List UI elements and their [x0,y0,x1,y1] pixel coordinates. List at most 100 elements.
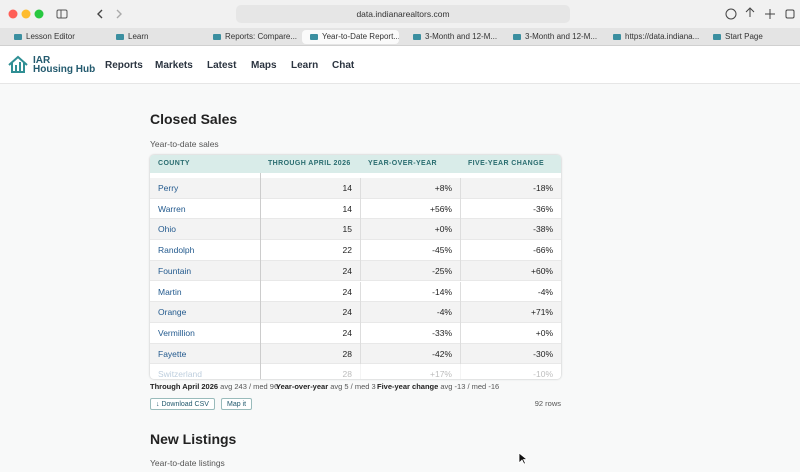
table-row: Fayette 28 -42% -30% [150,343,561,365]
summary-value: avg 243 / med 96 [220,382,279,391]
tab-icon [513,34,521,40]
summary-label: Year-over-year [276,382,329,391]
table-cell: -10% [460,364,561,379]
table-cell: -42% [360,343,460,365]
column-header[interactable]: THROUGH APRIL 2026 ▲ [260,155,360,185]
nav-link[interactable]: Chat [332,60,355,71]
county-link[interactable]: Switzerland [158,369,202,379]
tab-icon [713,34,721,40]
county-link[interactable]: Orange [158,307,187,318]
tab-icon [14,34,22,40]
table-cell: +56% [360,198,460,220]
table-cell: -18% [460,178,561,199]
tab-icon [116,34,124,40]
section-subtitle: Year-to-date listings [150,458,225,468]
section-title: Closed Sales [150,111,238,127]
button[interactable]: ↓ Download CSV [150,398,215,410]
county-link[interactable]: Randolph [158,245,195,256]
table-cell: 24 [260,302,360,323]
tab-title: Learn [128,32,149,41]
nav-link[interactable]: Reports [105,60,143,71]
table-cell: 15 [260,219,360,241]
table-cell: -14% [360,281,460,303]
table-cell: 28 [260,364,360,379]
table-cell: -30% [460,343,561,365]
tab-icon [613,34,621,40]
table-row: Orange 24 -4% +71% [150,302,561,323]
tab[interactable]: Lesson Editor [6,30,103,44]
summary-label: Five-year change [377,382,439,391]
tab[interactable]: https://data.indiana... [605,30,702,44]
logo[interactable]: IAR Housing Hub [33,55,96,75]
table-cell: -36% [460,198,561,220]
tab-title: 3-Month and 12-M... [425,32,498,41]
table-row: Randolph 22 -45% -66% [150,240,561,261]
summary-stat: Five-year change avg -13 / med -16 [377,382,499,391]
table-row: Switzerland 28 +17% -10% [150,364,561,379]
browser-toolbar: data.indianarealtors.com [0,0,800,28]
table-row: Warren 14 +56% -36% [150,198,561,220]
nav-link[interactable]: Learn [291,60,319,71]
column-divider [260,173,261,379]
table-cell: -25% [360,260,460,282]
tab[interactable]: 3-Month and 12-M... [405,30,502,44]
tab-icon [413,34,421,40]
tab-title: 3-Month and 12-M... [525,32,598,41]
tab-title: Reports: Compare... [225,32,298,41]
column-header[interactable]: YEAR-OVER-YEAR [360,155,460,173]
nav-link[interactable]: Latest [207,60,237,71]
window-controls [8,7,795,20]
nav-link[interactable]: Markets [155,60,193,71]
summary-value: avg 5 / med 3 [330,382,376,391]
tab[interactable]: Reports: Compare... [205,30,302,44]
table-cell: -45% [360,240,460,261]
county-link[interactable]: Ohio [158,224,176,235]
table-cell: -38% [460,219,561,241]
table-cell: 24 [260,322,360,344]
table-row: Vermillion 24 -33% +0% [150,322,561,344]
table-cell: 24 [260,260,360,282]
table-cell: 22 [260,240,360,261]
table-row: Martin 24 -14% -4% [150,281,561,303]
table-cell: +0% [460,322,561,344]
section-subtitle: Year-to-date sales [150,139,219,149]
county-link[interactable]: Fayette [158,348,187,359]
logo-text: IAR [33,55,51,66]
summary-value: avg -13 / med -16 [440,382,500,391]
table-cell: 28 [260,343,360,365]
tab-title: https://data.indiana... [625,32,700,41]
row-count: 92 rows [534,399,561,408]
tab-icon [213,34,221,40]
table-cell: -4% [460,281,561,303]
tab-title: Lesson Editor [26,32,75,41]
table-cell: +8% [360,178,460,199]
table-cell: +0% [360,219,460,241]
section-title: New Listings [150,431,237,447]
table-cell: -66% [460,240,561,261]
county-link[interactable]: Warren [158,203,186,214]
table-cell: 24 [260,281,360,303]
logo-text: Housing Hub [33,64,96,75]
tab[interactable]: Start Page [705,30,795,44]
address-bar[interactable]: data.indianarealtors.com [236,5,570,23]
table-cell: +71% [460,302,561,323]
button[interactable]: Map it [221,398,253,410]
column-header[interactable]: FIVE-YEAR CHANGE [460,155,561,173]
tab[interactable]: 3-Month and 12-M... [505,30,602,44]
tab[interactable]: Learn [108,30,205,44]
table-cell: +60% [460,260,561,282]
county-link[interactable]: Vermillion [158,327,195,338]
county-link[interactable]: Fountain [158,265,192,276]
county-link[interactable]: Martin [158,286,182,297]
column-header[interactable]: COUNTY [150,155,260,173]
tab[interactable]: Year-to-Date Report... [302,30,399,44]
table-row: Perry 14 +8% -18% [150,178,561,199]
tab-title: Year-to-Date Report... [322,32,399,41]
table-row: Ohio 15 +0% -38% [150,219,561,241]
summary-stat: Year-over-year avg 5 / med 3 [276,382,376,391]
nav-link[interactable]: Maps [251,60,277,71]
county-link[interactable]: Perry [158,183,179,193]
table-cell: +17% [360,364,460,379]
